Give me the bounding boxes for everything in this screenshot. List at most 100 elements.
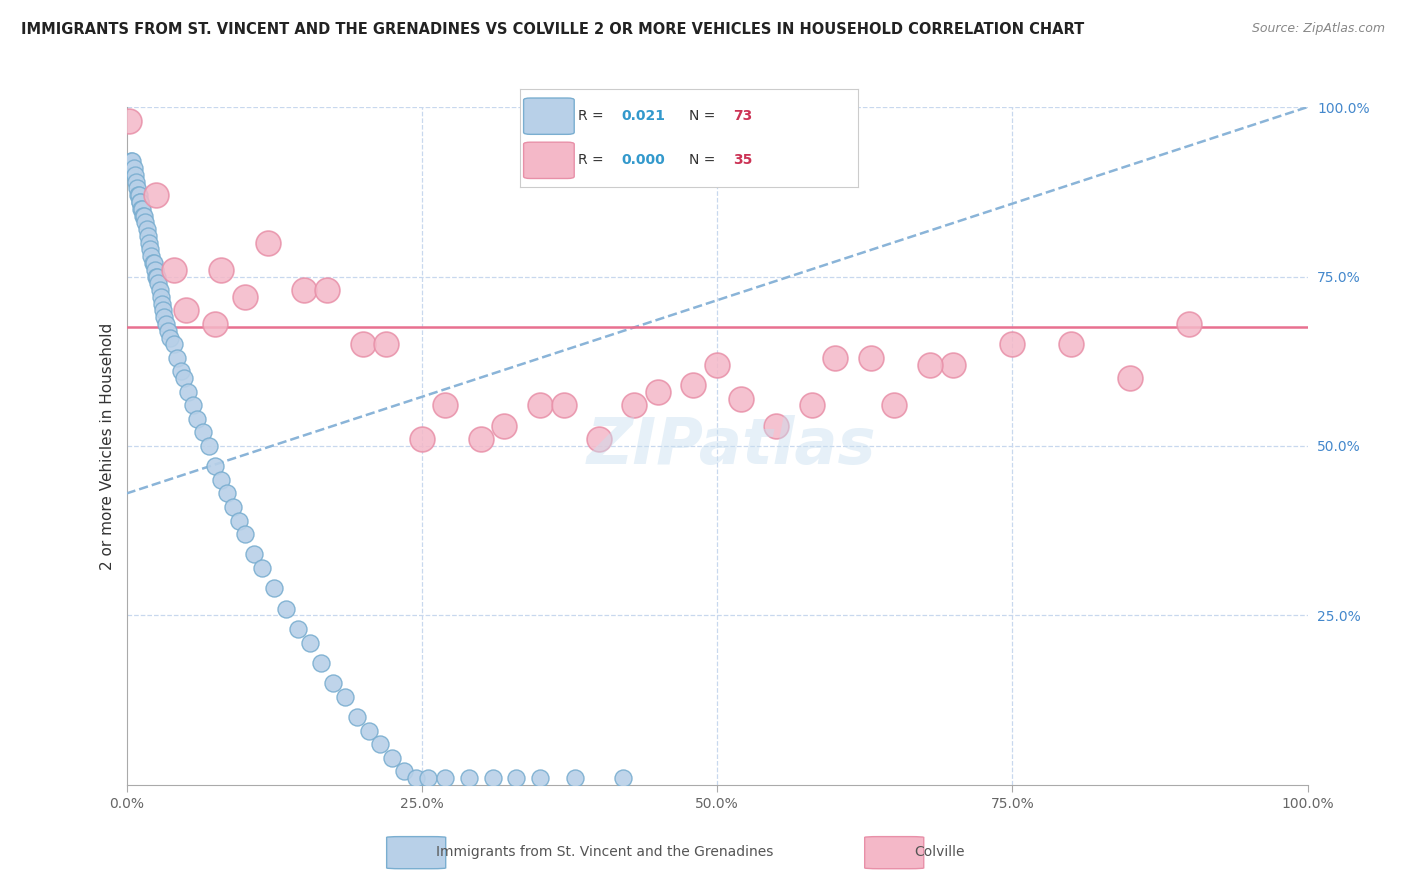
Point [375,337,398,351]
FancyBboxPatch shape [523,98,574,135]
Point [1119,371,1142,385]
Text: R =: R = [578,153,607,168]
Point [274,601,297,615]
Point [458,771,481,785]
Point [129,194,152,209]
Text: 0.000: 0.000 [621,153,665,168]
Point [411,432,433,446]
Point [883,398,905,412]
Point [505,771,527,785]
Point [209,262,232,277]
Point [381,751,404,765]
Text: 73: 73 [733,109,752,123]
Point [405,771,427,785]
FancyBboxPatch shape [523,142,574,178]
Point [163,337,186,351]
Point [198,439,221,453]
Point [233,527,256,541]
Point [173,371,195,385]
Text: IMMIGRANTS FROM ST. VINCENT AND THE GRENADINES VS COLVILLE 2 OR MORE VEHICLES IN: IMMIGRANTS FROM ST. VINCENT AND THE GREN… [21,22,1084,37]
Point [623,398,645,412]
Point [730,392,752,406]
Point [129,202,152,216]
Point [142,256,165,270]
Point [138,235,160,250]
Point [132,209,155,223]
Point [494,418,516,433]
Point [143,262,166,277]
Point [612,771,634,785]
Point [148,277,170,291]
Point [124,168,146,182]
Point [135,222,157,236]
Point [222,500,245,514]
Point [800,398,823,412]
Point [346,710,368,724]
Y-axis label: 2 or more Vehicles in Household: 2 or more Vehicles in Household [100,322,115,570]
Point [152,303,174,318]
Point [150,296,173,310]
Point [257,235,280,250]
Point [416,771,439,785]
Point [177,384,200,399]
Point [316,283,339,297]
Point [1178,317,1201,331]
Point [1001,337,1024,351]
Point [434,771,457,785]
Point [145,269,167,284]
Point [156,324,179,338]
Point [311,656,333,670]
Point [170,364,193,378]
Text: R =: R = [578,109,607,123]
Point [243,548,266,562]
Text: 35: 35 [733,153,752,168]
Point [392,764,415,779]
Point [159,330,181,344]
FancyBboxPatch shape [387,837,446,869]
Point [139,243,162,257]
Text: ZIPatlas: ZIPatlas [586,415,876,477]
Point [186,412,208,426]
Point [204,459,226,474]
Point [682,378,704,392]
Point [118,113,141,128]
Point [942,358,965,372]
Point [136,228,159,243]
Point [128,188,150,202]
Point [370,737,392,751]
Point [252,561,274,575]
Point [193,425,215,440]
Point [127,181,149,195]
Point [292,283,315,297]
Point [122,161,145,175]
Point [233,290,256,304]
Point [434,398,457,412]
Point [553,398,575,412]
Point [131,202,153,216]
Point [859,351,882,365]
Point [564,771,586,785]
Point [120,154,142,169]
Point [352,337,374,351]
Point [166,351,188,365]
Point [918,358,941,372]
Point [357,723,380,738]
Point [481,771,503,785]
Point [153,310,176,325]
Point [149,290,172,304]
Point [134,209,156,223]
Text: Source: ZipAtlas.com: Source: ZipAtlas.com [1251,22,1385,36]
Point [287,622,309,636]
Point [322,676,344,690]
Point [824,351,846,365]
Point [263,582,285,596]
Point [529,398,551,412]
Point [174,303,197,318]
Point [181,398,204,412]
Point [706,358,728,372]
Text: N =: N = [689,153,720,168]
Point [298,635,321,649]
Point [141,256,163,270]
Point [155,317,177,331]
Point [333,690,356,704]
